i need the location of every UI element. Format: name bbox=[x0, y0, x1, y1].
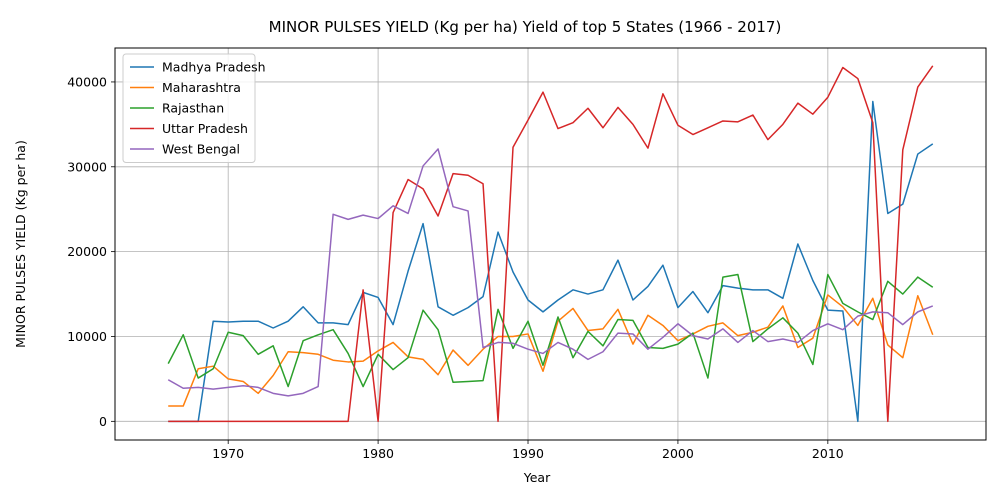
legend-label: Rajasthan bbox=[162, 101, 224, 116]
legend-label: West Bengal bbox=[162, 142, 240, 157]
y-axis-title: MINOR PULSES YIELD (Kg per ha) bbox=[13, 140, 28, 348]
y-tick-label: 10000 bbox=[67, 329, 107, 344]
y-tick-label: 40000 bbox=[67, 74, 107, 89]
x-tick-label: 1970 bbox=[212, 446, 244, 461]
x-tick-label: 1990 bbox=[512, 446, 544, 461]
x-tick-label: 1980 bbox=[362, 446, 394, 461]
y-tick-label: 0 bbox=[99, 414, 107, 429]
grid bbox=[115, 48, 986, 440]
legend-label: Uttar Pradesh bbox=[162, 121, 248, 136]
series-line-uttar-pradesh bbox=[168, 65, 934, 423]
chart-title: MINOR PULSES YIELD (Kg per ha) Yield of … bbox=[269, 18, 782, 36]
series-line-maharashtra bbox=[168, 294, 934, 407]
y-axis: 0 10000 20000 30000 40000 bbox=[67, 74, 115, 429]
x-axis: 1970 1980 1990 2000 2010 bbox=[212, 440, 844, 461]
x-tick-label: 2010 bbox=[812, 446, 844, 461]
series-line-rajasthan bbox=[167, 273, 934, 388]
series-line-madhya-pradesh bbox=[168, 100, 934, 423]
series-line-west-bengal bbox=[167, 148, 934, 397]
y-tick-label: 20000 bbox=[67, 244, 107, 259]
x-axis-title: Year bbox=[523, 470, 551, 485]
plot-frame bbox=[114, 47, 987, 441]
legend: Madhya Pradesh Maharashtra Rajasthan Uttar … bbox=[122, 53, 266, 163]
legend-label: Maharashtra bbox=[162, 80, 241, 95]
y-tick-label: 30000 bbox=[67, 159, 107, 174]
legend-box bbox=[122, 53, 256, 163]
x-tick-label: 2000 bbox=[662, 446, 694, 461]
series-group bbox=[167, 65, 934, 423]
legend-label: Madhya Pradesh bbox=[162, 60, 266, 75]
